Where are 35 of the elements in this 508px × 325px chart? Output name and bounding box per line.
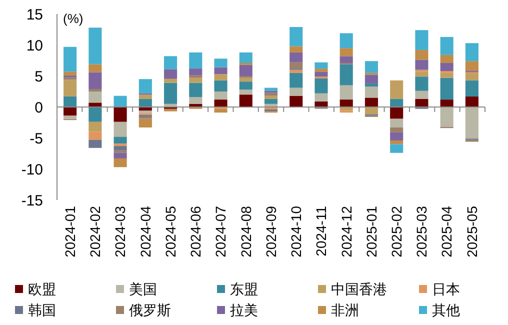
legend-label: 俄罗斯 <box>129 302 171 318</box>
y-tick-label: -15 <box>21 192 43 210</box>
x-tick-label: 2025-02 <box>388 206 404 258</box>
x-tick-label: 2024-08 <box>238 206 254 258</box>
x-tick-label: 2024-03 <box>112 206 128 258</box>
y-tick-label: -10 <box>21 161 43 178</box>
legend-label: 日本 <box>432 280 460 297</box>
legend-label: 美国 <box>129 280 157 297</box>
legend-label: 东盟 <box>230 280 258 297</box>
legend-label: 韩国 <box>28 302 56 318</box>
x-tick-label: 2024-07 <box>212 206 229 258</box>
legend-label: 其他 <box>432 302 460 318</box>
y-tick-label: -5 <box>30 130 43 148</box>
legend-label: 中国香港 <box>331 280 387 297</box>
x-tick-label: 2025-05 <box>464 206 480 258</box>
x-tick-label: 2025-04 <box>438 206 455 258</box>
y-tick-label: 15 <box>26 6 43 24</box>
x-tick-label: 2024-04 <box>137 206 154 258</box>
legend-label: 欧盟 <box>28 280 56 297</box>
x-tick-label: 2024-02 <box>87 206 104 258</box>
legend-label: 拉美 <box>230 302 258 318</box>
x-tick-label: 2024-01 <box>62 206 78 258</box>
x-tick-label: 2024-09 <box>262 206 279 258</box>
x-tick-label: 2024-10 <box>288 206 304 258</box>
x-tick-label: 2024-11 <box>313 206 330 256</box>
x-tick-label: 2024-05 <box>162 206 178 258</box>
y-tick-label: 0 <box>34 99 43 116</box>
x-tick-label: 2025-03 <box>414 206 430 258</box>
legend-label: 非洲 <box>331 302 359 318</box>
y-axis-title: (%) <box>63 11 84 26</box>
x-tick-label: 2024-06 <box>188 206 204 258</box>
x-tick-label: 2024-12 <box>338 206 354 258</box>
y-tick-label: 10 <box>26 37 43 54</box>
x-tick-label: 2025-01 <box>363 206 380 258</box>
y-tick-label: 5 <box>34 68 43 86</box>
